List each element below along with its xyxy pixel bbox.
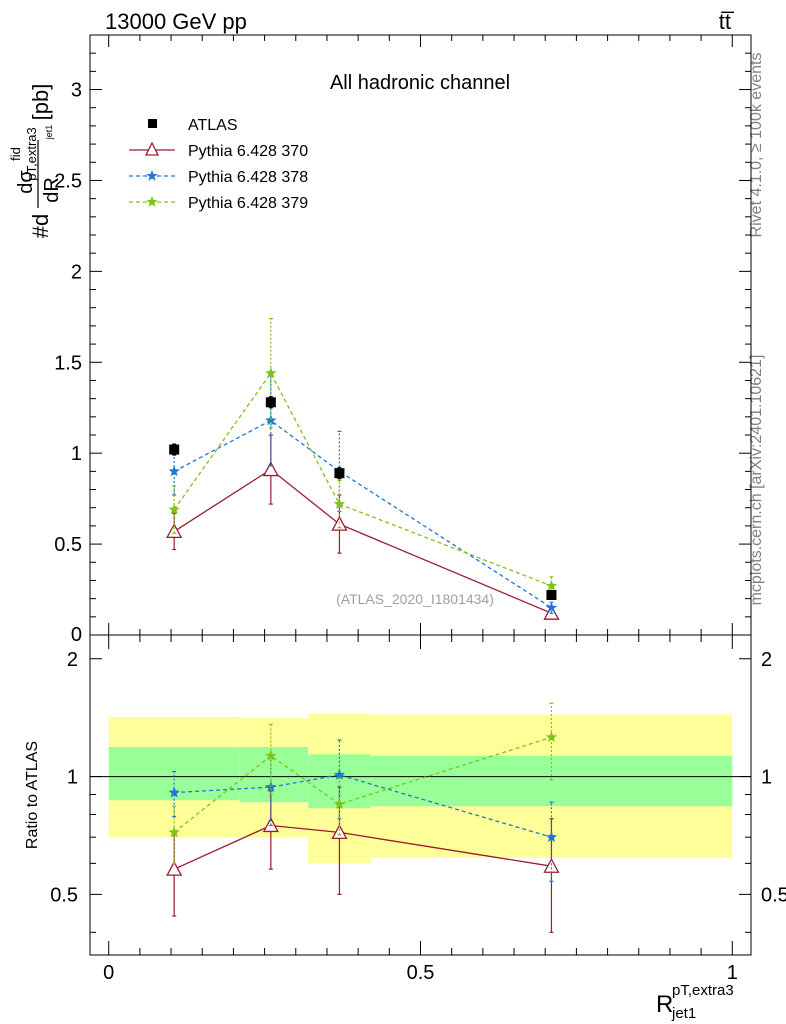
- x-tick-label: 0: [103, 962, 114, 984]
- legend-marker-370: [144, 141, 160, 156]
- rivet-label: Rivet 4.1.0, ≥ 100k events: [748, 53, 765, 238]
- ylabel-denominator-sub2: jet1: [44, 125, 54, 141]
- main-series-pythia-6-428-379: [168, 318, 558, 596]
- main-y-axis-label: #d dσ fid dR pT,extra3 jet1 [pb]: [8, 84, 63, 239]
- ratio-series-pythia-6-428-379: [168, 702, 558, 864]
- ylabel-numerator-sup: fid: [8, 147, 23, 161]
- ratio-point: [331, 824, 348, 840]
- ratio-point: [168, 786, 180, 798]
- main-series-atlas: [169, 396, 557, 600]
- ratio-point: [333, 768, 346, 780]
- main-point: [333, 498, 346, 509]
- legend: ATLAS Pythia 6.428 370 Pythia 6.428 378 …: [129, 117, 308, 212]
- ratio-series-line: [173, 736, 552, 833]
- energy-label: 13000 GeV pp: [105, 9, 247, 34]
- main-series-pythia-6-428-378: [168, 374, 558, 614]
- x-tick-label: 0.5: [407, 962, 435, 984]
- ratio-series-line: [173, 824, 552, 870]
- main-point: [334, 468, 345, 479]
- x-tick-label: 1: [727, 962, 738, 984]
- ratio-y-axis: 0.5 0.5 1 1 2 2: [50, 649, 786, 933]
- ylabel-unit: [pb]: [28, 84, 53, 121]
- ratio-y-tick-label-left: 2: [67, 649, 78, 671]
- ylabel-denominator: dR: [41, 177, 63, 203]
- legend-entry-378: Pythia 6.428 378: [129, 169, 308, 186]
- main-y-tick-label: 0.5: [54, 534, 82, 556]
- main-point: [545, 601, 558, 613]
- main-y-tick-label: 1: [71, 443, 82, 465]
- main-series-pythia-6-428-370: [166, 434, 560, 620]
- main-point: [265, 397, 276, 408]
- main-y-tick-label: 2.5: [54, 170, 82, 192]
- legend-entry-379: Pythia 6.428 379: [129, 195, 308, 212]
- main-point: [166, 522, 183, 539]
- main-point: [169, 444, 180, 455]
- main-point: [545, 579, 558, 591]
- legend-entry-370: Pythia 6.428 370: [129, 141, 308, 160]
- ratio-point: [166, 860, 183, 876]
- analysis-label: (ATLAS_2020_I1801434): [336, 591, 494, 607]
- ylabel-denominator-sub: pT,extra3: [24, 127, 39, 180]
- x-axis: 0 0.5 1: [103, 635, 738, 984]
- legend-label-atlas: ATLAS: [188, 117, 238, 134]
- ratio-plot-panel: 0.5 0.51 12 2 0 0.5 1 Ratio to ATLAS R pT,ext…: [24, 634, 786, 1022]
- ratio-point: [545, 731, 558, 743]
- main-y-tick-label: 1.5: [54, 352, 82, 374]
- ratio-y-tick-label-right: 0.5: [761, 884, 786, 906]
- ratio-y-tick-label-right: 1: [761, 767, 772, 789]
- legend-label-370: Pythia 6.428 370: [188, 143, 308, 160]
- ratio-band-inner: [370, 755, 733, 807]
- legend-label-378: Pythia 6.428 378: [188, 169, 308, 186]
- ratio-y-tick-label-left: 0.5: [50, 884, 78, 906]
- ratio-y-axis-label: Ratio to ATLAS: [24, 741, 41, 849]
- legend-label-379: Pythia 6.428 379: [188, 195, 308, 212]
- ratio-uncertainty-bands: [108, 713, 733, 864]
- ratio-y-tick-label-left: 1: [67, 767, 78, 789]
- ylabel-numerator: dσ: [15, 170, 37, 194]
- process-label: tt̅: [719, 9, 735, 34]
- x-axis-label: R pT,extra3 jet1: [656, 982, 734, 1022]
- main-point: [168, 465, 180, 477]
- legend-entry-atlas: ATLAS: [148, 117, 238, 134]
- ratio-point: [168, 826, 180, 838]
- main-point: [262, 461, 279, 477]
- ylabel-prefix: #d: [28, 214, 53, 238]
- main-title: All hadronic channel: [330, 72, 510, 94]
- main-y-axis: 0.5 1 1.5 2 2.5 3 0: [54, 35, 751, 646]
- main-y-tick-label: 3: [71, 80, 82, 102]
- xlabel-sub: jet1: [671, 1005, 696, 1022]
- main-series-group: [166, 318, 560, 620]
- main-series-line: [173, 419, 552, 609]
- legend-marker-379: [146, 196, 158, 207]
- ratio-series-line: [174, 774, 552, 838]
- main-point: [265, 414, 277, 426]
- ratio-y-tick-label-right: 2: [761, 649, 772, 671]
- main-plot-panel: 0.5 1 1.5 2 2.5 3 0 All hadronic channel (ATLA…: [8, 34, 752, 646]
- ratio-point: [545, 831, 558, 843]
- main-point: [168, 503, 180, 515]
- ratio-point: [265, 781, 277, 792]
- mcplots-label: mcplots.cern.ch [arXiv:2401.10621]: [748, 355, 765, 606]
- legend-marker-378: [146, 170, 158, 181]
- main-point: [265, 367, 277, 379]
- xlabel-sup: pT,extra3: [672, 982, 734, 999]
- main-y-tick-label: 2: [71, 261, 82, 283]
- main-series-line: [173, 371, 552, 587]
- xlabel-base: R: [656, 991, 673, 1018]
- main-series-line: [173, 468, 552, 614]
- ratio-point: [265, 749, 277, 761]
- main-y-tick-label-zero: 0: [71, 624, 82, 646]
- ratio-point: [333, 798, 346, 810]
- legend-marker-atlas: [148, 119, 157, 128]
- ratio-series-group: [166, 702, 560, 933]
- main-point: [546, 590, 557, 600]
